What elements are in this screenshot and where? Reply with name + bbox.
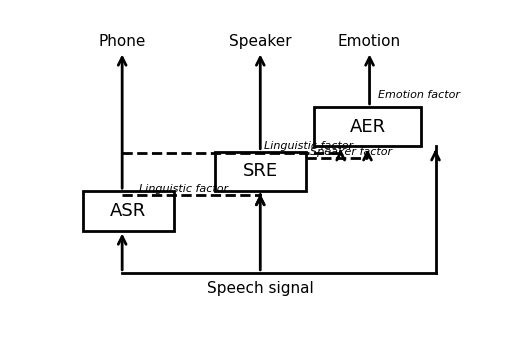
Text: ASR: ASR	[110, 202, 146, 220]
Text: Emotion factor: Emotion factor	[378, 90, 460, 100]
Text: Speech signal: Speech signal	[207, 281, 314, 296]
Text: Linguistic factor: Linguistic factor	[139, 184, 228, 194]
Text: Linguistic factor: Linguistic factor	[264, 141, 354, 151]
Bar	[314, 107, 421, 146]
Bar	[83, 191, 173, 231]
Text: Speaker: Speaker	[229, 34, 292, 49]
Text: AER: AER	[350, 118, 386, 136]
Text: Phone: Phone	[98, 34, 146, 49]
Text: Speaker factor: Speaker factor	[310, 147, 392, 157]
Bar	[215, 152, 305, 191]
Text: Emotion: Emotion	[338, 34, 401, 49]
Text: SRE: SRE	[243, 162, 278, 180]
